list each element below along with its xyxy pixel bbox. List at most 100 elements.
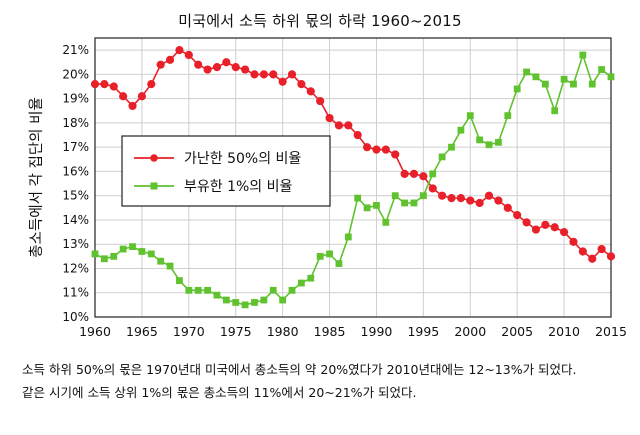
data-point — [185, 286, 193, 294]
data-point — [110, 252, 118, 260]
data-point — [438, 191, 447, 200]
data-point — [100, 79, 109, 89]
data-point — [184, 50, 193, 60]
data-point — [259, 70, 268, 79]
data-point — [100, 255, 108, 263]
x-tick-label: 1970 — [173, 324, 205, 339]
x-tick-label: 2000 — [454, 324, 486, 339]
data-point — [119, 245, 127, 253]
data-point — [307, 274, 315, 282]
data-point — [569, 237, 578, 246]
data-point — [147, 79, 156, 89]
data-point — [476, 136, 484, 144]
data-point — [204, 286, 211, 294]
caption-line-1: 소득 하위 50%의 몫은 1970년대 미국에서 총소득의 약 20%였다가 … — [22, 362, 577, 377]
data-point — [203, 65, 212, 74]
x-tick-label: 2015 — [595, 324, 627, 339]
data-point — [165, 55, 175, 64]
plot-frame — [94, 37, 612, 318]
data-point — [597, 244, 606, 254]
data-point — [353, 130, 362, 140]
data-point — [260, 296, 268, 304]
data-point — [241, 301, 249, 309]
data-point — [606, 252, 616, 261]
data-point — [128, 101, 137, 111]
data-point — [176, 277, 183, 285]
data-point — [316, 96, 325, 106]
data-point — [344, 121, 353, 130]
data-point — [175, 46, 184, 55]
x-tick-label: 1980 — [267, 324, 299, 339]
data-point — [559, 227, 569, 237]
y-axis-label: 총소득에서 각 집단의 비율 — [28, 97, 45, 258]
data-point — [251, 299, 258, 306]
data-point — [250, 70, 259, 79]
data-point — [269, 286, 277, 294]
y-tick-label: 13% — [62, 237, 89, 251]
series-2 — [91, 51, 615, 309]
y-tick-label: 21% — [62, 43, 89, 57]
legend-marker — [150, 182, 158, 190]
data-point — [475, 198, 484, 208]
y-tick-label: 15% — [62, 189, 89, 203]
data-point — [156, 60, 165, 69]
legend-marker — [150, 154, 158, 162]
data-point — [466, 112, 474, 120]
x-tick-label: 1965 — [126, 324, 158, 339]
data-point — [288, 286, 296, 294]
y-tick-label: 16% — [62, 164, 89, 178]
data-point — [494, 196, 503, 205]
data-point — [550, 223, 559, 232]
data-point — [297, 79, 306, 89]
data-point — [513, 85, 521, 93]
data-point — [326, 250, 333, 258]
y-tick-label: 20% — [62, 67, 89, 81]
y-tick-label: 12% — [62, 261, 89, 275]
data-point — [213, 291, 221, 299]
data-point — [354, 194, 362, 202]
data-point — [588, 254, 597, 263]
x-tick-label: 1960 — [79, 324, 111, 339]
y-tick-label: 19% — [62, 92, 89, 106]
data-point — [232, 299, 240, 306]
legend-label: 부유한 1%의 비율 — [184, 179, 293, 195]
series — [90, 46, 616, 309]
data-point — [373, 202, 380, 209]
data-point — [222, 58, 231, 67]
data-point — [495, 138, 502, 146]
legend-box — [121, 135, 331, 207]
x-tick-label: 2010 — [548, 324, 580, 339]
data-point — [334, 121, 344, 130]
data-point — [363, 204, 371, 212]
data-point — [456, 194, 465, 203]
series-1 — [90, 46, 616, 263]
data-point — [279, 296, 287, 304]
data-point — [466, 196, 475, 205]
data-point — [157, 257, 165, 265]
data-point — [531, 225, 541, 234]
x-tick-label: 1985 — [314, 324, 346, 339]
data-point — [147, 250, 155, 258]
data-point — [166, 262, 174, 270]
data-point — [212, 63, 222, 72]
data-point — [428, 184, 437, 193]
data-point — [372, 145, 381, 154]
y-tick-label: 14% — [62, 213, 89, 227]
data-point — [607, 73, 615, 81]
data-point — [306, 87, 315, 96]
data-point — [381, 145, 390, 154]
data-point — [541, 80, 549, 88]
data-point — [325, 113, 334, 123]
legend-label: 가난한 50%의 비율 — [184, 151, 301, 167]
legend-item-2: 부유한 1%의 비율 — [134, 179, 293, 195]
data-point — [344, 233, 352, 241]
data-point — [484, 191, 494, 200]
data-point — [523, 68, 530, 76]
x-tick-label: 1995 — [407, 324, 439, 339]
data-point — [419, 172, 428, 181]
data-point — [457, 126, 465, 134]
data-point — [382, 218, 390, 226]
data-point — [560, 75, 568, 83]
axes: 10% 11% 12% 13% 14% 15% 16% 17% 18% 19% 20% 21% 1960… — [28, 37, 627, 339]
